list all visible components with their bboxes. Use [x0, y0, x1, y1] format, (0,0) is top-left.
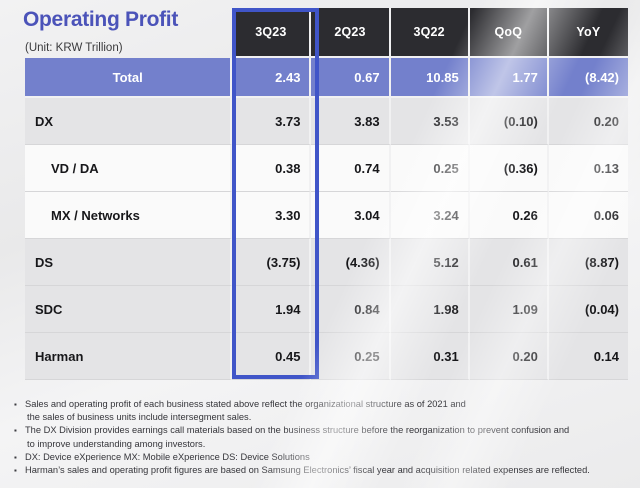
ds-yoy: (8.87) [548, 239, 628, 286]
dx-qoq: (0.10) [469, 98, 549, 145]
table-row: MX / Networks 3.30 3.04 3.24 0.26 0.06 [25, 192, 628, 239]
dx-yoy: 0.20 [548, 98, 628, 145]
harman-yoy: 0.14 [548, 333, 628, 380]
ds-3q23: (3.75) [232, 239, 312, 286]
footnote-item: ▪ Sales and operating profit of each bus… [14, 398, 632, 424]
mx-3q23: 3.30 [232, 192, 312, 239]
footnote-line: DX: Device eXperience MX: Mobile eXperie… [25, 451, 310, 462]
sdc-qoq: 1.09 [469, 286, 549, 333]
header-corner-cell [25, 8, 232, 58]
bullet-icon: ▪ [14, 466, 17, 476]
footnote-item: ▪ The DX Division provides earnings call… [14, 424, 632, 450]
row-label-mx-networks: MX / Networks [25, 192, 233, 239]
row-label-vd-da: VD / DA [25, 145, 233, 192]
sdc-3q22: 1.98 [390, 286, 470, 333]
row-label-sdc: SDC [25, 286, 233, 333]
bullet-icon: ▪ [14, 400, 17, 409]
ds-3q22: 5.12 [390, 239, 470, 286]
total-yoy: (8.42) [548, 58, 628, 98]
table-header-row: 3Q23 2Q23 3Q22 QoQ YoY [25, 8, 628, 58]
column-header-3q23[interactable]: 3Q23 [232, 8, 312, 58]
total-3q22: 10.85 [390, 58, 470, 98]
mx-qoq: 0.26 [469, 192, 549, 239]
operating-profit-table: 3Q23 2Q23 3Q22 QoQ YoY Total 2.43 0.67 1… [25, 8, 628, 380]
row-label-ds: DS [25, 239, 233, 286]
sdc-yoy: (0.04) [548, 286, 628, 333]
table-row-total: Total 2.43 0.67 10.85 1.77 (8.42) [25, 58, 628, 98]
vdda-2q23: 0.74 [311, 145, 391, 192]
footnote-line: Harman’s sales and operating profit figu… [25, 465, 590, 476]
footnote-item: ▪ Harman’s sales and operating profit fi… [14, 464, 632, 477]
footnote-item: ▪ DX: Device eXperience MX: Mobile eXper… [14, 451, 632, 464]
mx-2q23: 3.04 [311, 192, 391, 239]
bullet-icon: ▪ [14, 452, 17, 462]
sdc-2q23: 0.84 [311, 286, 391, 333]
dx-2q23: 3.83 [311, 98, 391, 145]
dx-3q22: 3.53 [390, 98, 470, 145]
footnote-line: Sales and operating profit of each busin… [25, 399, 466, 409]
footnote-line: to improve understanding among investors… [27, 438, 206, 449]
footnotes: ▪ Sales and operating profit of each bus… [14, 398, 632, 477]
ds-2q23: (4.36) [311, 239, 391, 286]
column-header-3q22[interactable]: 3Q22 [390, 8, 470, 58]
row-label-harman: Harman [25, 333, 233, 380]
dx-3q23: 3.73 [232, 98, 312, 145]
total-2q23: 0.67 [311, 58, 391, 98]
column-header-2q23[interactable]: 2Q23 [311, 8, 391, 58]
harman-3q23: 0.45 [232, 333, 312, 380]
vdda-yoy: 0.13 [548, 145, 628, 192]
table-row: Harman 0.45 0.25 0.31 0.20 0.14 [25, 333, 628, 380]
footnote-line: the sales of business units include inte… [27, 412, 252, 423]
table-row: DS (3.75) (4.36) 5.12 0.61 (8.87) [25, 239, 628, 286]
harman-3q22: 0.31 [390, 333, 470, 380]
harman-qoq: 0.20 [469, 333, 549, 380]
column-header-yoy[interactable]: YoY [548, 8, 628, 58]
sdc-3q23: 1.94 [232, 286, 312, 333]
bullet-icon: ▪ [14, 426, 17, 436]
total-3q23: 2.43 [232, 58, 312, 98]
mx-yoy: 0.06 [548, 192, 628, 239]
vdda-3q23: 0.38 [232, 145, 312, 192]
vdda-qoq: (0.36) [469, 145, 549, 192]
vdda-3q22: 0.25 [390, 145, 470, 192]
row-label-total: Total [25, 58, 233, 98]
ds-qoq: 0.61 [469, 239, 549, 286]
column-header-qoq[interactable]: QoQ [469, 8, 549, 58]
row-label-dx: DX [25, 98, 233, 145]
footnote-line: The DX Division provides earnings call m… [25, 425, 570, 436]
mx-3q22: 3.24 [390, 192, 470, 239]
total-qoq: 1.77 [469, 58, 549, 98]
table-row: VD / DA 0.38 0.74 0.25 (0.36) 0.13 [25, 145, 628, 192]
harman-2q23: 0.25 [311, 333, 391, 380]
table-row: DX 3.73 3.83 3.53 (0.10) 0.20 [25, 98, 628, 145]
table-row: SDC 1.94 0.84 1.98 1.09 (0.04) [25, 286, 628, 333]
